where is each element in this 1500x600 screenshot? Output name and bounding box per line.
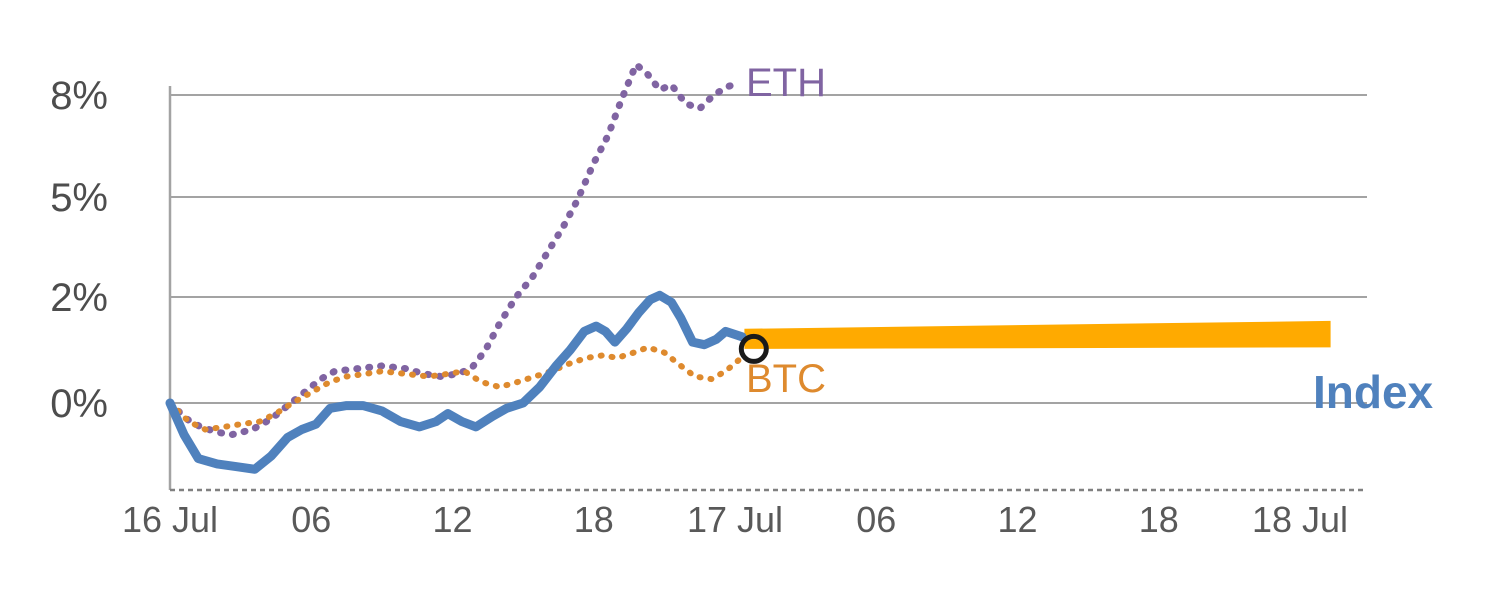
x-tick-label: 06 (291, 499, 331, 540)
x-tick-label: 18 Jul (1252, 499, 1348, 540)
x-axis-tick-labels: 16 Jul 06 12 18 17 Jul 06 12 18 18 Jul (122, 499, 1348, 540)
y-tick-label: 5% (50, 176, 108, 220)
y-tick-label: 8% (50, 74, 108, 118)
x-tick-label: 18 (1139, 499, 1179, 540)
x-tick-label: 06 (856, 499, 896, 540)
y-tick-label: 0% (50, 382, 108, 426)
y-axis-tick-labels: 8% 5% 2% 0% (50, 74, 108, 426)
x-tick-label: 18 (574, 499, 614, 540)
btc-series-label: BTC (746, 357, 826, 401)
index-line (165, 290, 747, 474)
eth-series-label: ETH (746, 61, 826, 105)
x-tick-label: 12 (432, 499, 472, 540)
index-series-label: Index (1313, 366, 1434, 418)
y-tick-label: 2% (50, 276, 108, 320)
x-tick-label: 12 (997, 499, 1037, 540)
btc-line (167, 344, 748, 433)
eth-line (166, 60, 744, 439)
x-tick-label: 16 Jul (122, 499, 218, 540)
index-forecast-band (744, 320, 1331, 349)
x-tick-label: 17 Jul (687, 499, 783, 540)
current-value-marker (738, 333, 769, 364)
